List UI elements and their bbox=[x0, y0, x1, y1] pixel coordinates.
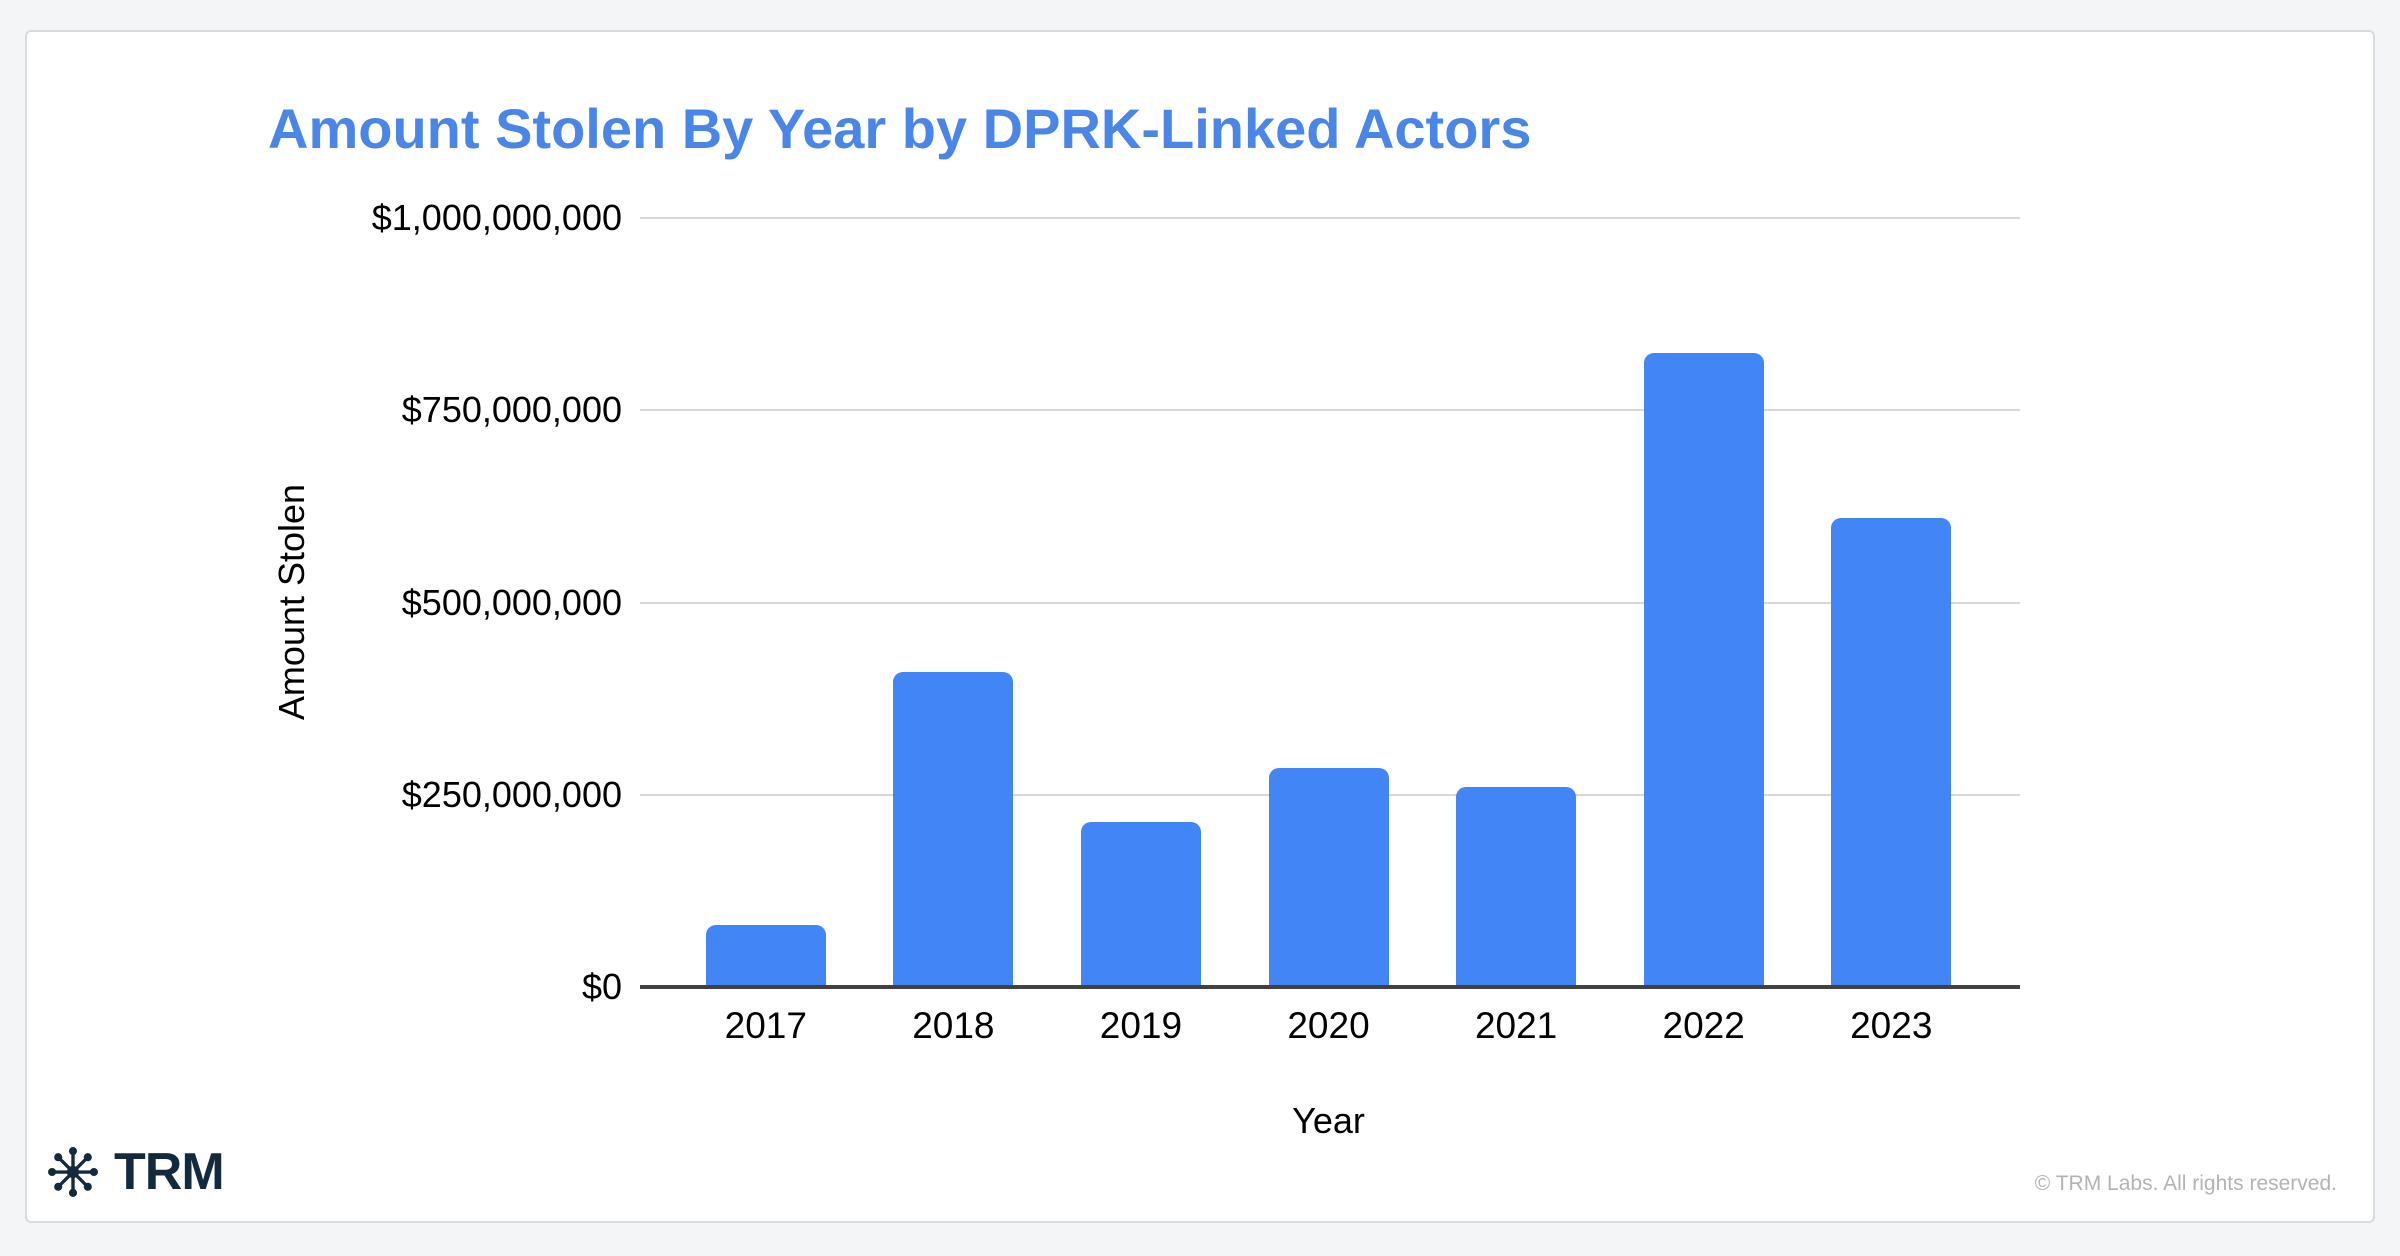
plot-area bbox=[640, 217, 2020, 989]
x-tick-label: 2020 bbox=[1287, 1005, 1370, 1046]
bar-2018 bbox=[893, 671, 1014, 987]
chart-title: Amount Stolen By Year by DPRK-Linked Act… bbox=[268, 97, 1532, 160]
chart-card bbox=[25, 30, 2375, 1223]
y-tick-label: $0 bbox=[581, 966, 622, 1007]
bar-2023 bbox=[1831, 517, 1952, 987]
bar-cell-2020 bbox=[1235, 218, 1423, 987]
y-axis-tick-labels: $1,000,000,000 $750,000,000 $500,000,000 $2… bbox=[0, 197, 622, 1007]
trm-asterisk-icon bbox=[48, 1147, 98, 1197]
x-axis-title: Year bbox=[1292, 1100, 1365, 1141]
bar-2017 bbox=[705, 925, 826, 987]
bar-cell-2022 bbox=[1610, 218, 1798, 987]
y-tick-label: $250,000,000 bbox=[401, 773, 622, 815]
bar-2021 bbox=[1456, 787, 1577, 987]
x-tick-label: 2017 bbox=[724, 1005, 807, 1046]
bar-cell-2017 bbox=[672, 218, 860, 987]
y-tick-label: $1,000,000,000 bbox=[371, 197, 622, 238]
y-tick-label: $500,000,000 bbox=[401, 581, 622, 623]
bar-cell-2023 bbox=[1797, 218, 1985, 987]
x-tick-label: 2022 bbox=[1662, 1005, 1745, 1046]
x-tick-label: 2023 bbox=[1850, 1005, 1933, 1046]
bar-cell-2018 bbox=[860, 218, 1048, 987]
bar-2019 bbox=[1080, 821, 1201, 987]
gridline bbox=[640, 217, 2020, 219]
bar-cell-2019 bbox=[1047, 218, 1235, 987]
x-axis-line bbox=[640, 985, 2020, 989]
x-tick-label: 2018 bbox=[912, 1005, 995, 1046]
gridline bbox=[640, 601, 2020, 604]
trm-logo: TRM bbox=[46, 1142, 225, 1202]
copyright-text: © TRM Labs. All rights reserved. bbox=[2034, 1172, 2337, 1195]
y-tick-label: $750,000,000 bbox=[401, 389, 622, 431]
x-axis-tick-labels: 2017 2018 2019 2020 2021 2022 2023 bbox=[672, 1005, 1985, 1047]
bar-2020 bbox=[1268, 767, 1389, 987]
gridline bbox=[640, 409, 2020, 412]
bar-cell-2021 bbox=[1422, 218, 1610, 987]
bars-row bbox=[672, 218, 1985, 987]
bar-2022 bbox=[1643, 352, 1764, 987]
x-tick-label: 2019 bbox=[1099, 1005, 1183, 1046]
trm-logo-text: TRM bbox=[114, 1143, 225, 1201]
x-tick-label: 2021 bbox=[1474, 1005, 1558, 1046]
